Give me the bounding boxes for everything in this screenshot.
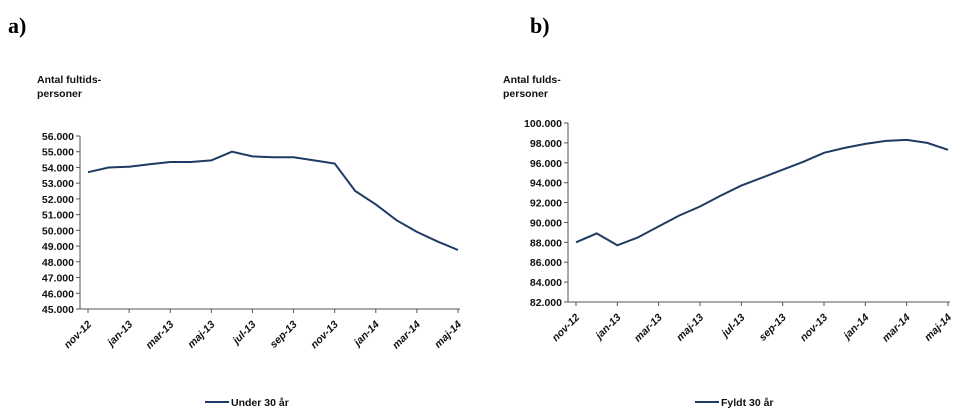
panel-a-y-tick-label: 47.000 — [42, 273, 74, 285]
panel-a-x-tick-label: maj-13 — [185, 319, 217, 351]
panel-a-y-tick-label: 51.000 — [42, 210, 74, 222]
panel-a-x-tick-label: nov-13 — [308, 319, 341, 352]
panel-b-x-tick-label: nov-12 — [550, 312, 583, 345]
panel-b-x-ticks: nov-12 jan-13 mar-13 maj-13 jul-13 sep-13 nov-… — [550, 302, 954, 345]
panel-b-y-tick-label: 94.000 — [530, 178, 562, 190]
panel-b-x-tick-label: sep-13 — [757, 312, 789, 344]
panel-b-y-tick-label: 86.000 — [530, 257, 562, 269]
panel-b-y-tick-label: 82.000 — [530, 297, 562, 309]
panel-b-y-tick-label: 96.000 — [530, 158, 562, 170]
panel-a-ylabel-line2: personer — [37, 88, 82, 100]
panel-a-x-tick-label: nov-12 — [62, 319, 95, 352]
panel-b-x-tick-label: maj-13 — [674, 312, 706, 344]
panel-b-x-tick-label: mar-14 — [880, 312, 913, 345]
panel-a-y-tick-label: 46.000 — [42, 288, 74, 300]
panel-a-y-tick-label: 49.000 — [42, 241, 74, 253]
panel-a-x-tick-label: maj-14 — [432, 319, 464, 351]
panel-a-y-tick-label: 54.000 — [42, 162, 74, 174]
panel-a-label: a) — [8, 13, 26, 38]
panel-a-x-tick-label: jul-13 — [229, 319, 258, 348]
panel-a-x-tick-label: mar-14 — [390, 319, 423, 352]
panel-a: a) Antal fultids- personer 45.00046.0004… — [8, 13, 464, 409]
panel-b-x-tick-label: maj-14 — [922, 312, 954, 344]
panel-a-y-tick-label: 45.000 — [42, 304, 74, 316]
panel-a-x-tick-label: jan-13 — [104, 319, 135, 350]
panel-a-x-tick-label: sep-13 — [268, 319, 300, 351]
panel-b-x-tick-label: jan-13 — [592, 312, 623, 343]
panel-b-series-line — [575, 138, 949, 247]
panel-b-x-tick-label: mar-13 — [632, 312, 665, 345]
panel-b-ylabel-line1: Antal fulds- — [503, 74, 561, 86]
panel-b-x-tick-label: jan-14 — [840, 312, 871, 343]
panel-b-y-tick-label: 92.000 — [530, 198, 562, 210]
panel-a-y-tick-label: 48.000 — [42, 257, 74, 269]
panel-b-y-tick-label: 84.000 — [530, 277, 562, 289]
panel-a-y-ticks: 45.000 46.000 47.000 48.000 49.000 50.000 51.0… — [42, 131, 80, 316]
panel-a-x-ticks: nov-12 jan-13 mar-13 maj-13 jul-13 sep-13 nov-… — [62, 309, 464, 352]
panel-b-y-tick-label: 88.000 — [530, 237, 562, 249]
panel-a-y-tick-label: 50.000 — [42, 225, 74, 237]
panel-b-x-tick-label: jul-13 — [718, 312, 747, 341]
panel-b-ylabel-line2: personer — [503, 88, 548, 100]
panel-b-y-tick-label: 90.000 — [530, 217, 562, 229]
panel-a-legend-label: Under 30 år — [231, 397, 289, 409]
panel-a-y-tick-label: 52.000 — [42, 194, 74, 206]
panel-a-series-line — [87, 150, 459, 251]
panel-a-y-tick-label: 56.000 — [42, 131, 74, 143]
panel-b-legend-label: Fyldt 30 år — [721, 397, 774, 409]
panel-b-x-tick-label: nov-13 — [798, 312, 831, 345]
panel-b-y-ticks: 82.000 84.000 86.000 88.000 90.000 92.000 94.0… — [524, 118, 568, 309]
panel-b: b) Antal fulds- personer 82.000 84.000 86.… — [503, 13, 954, 409]
panel-b-y-tick-label: 100.000 — [524, 118, 562, 130]
panel-a-x-tick-label: mar-13 — [143, 319, 176, 352]
panel-b-y-tick-label: 98.000 — [530, 138, 562, 150]
panel-a-ylabel-line1: Antal fultids- — [37, 74, 102, 86]
panel-a-x-tick-label: jan-14 — [351, 319, 382, 350]
panel-b-label: b) — [530, 13, 550, 38]
panel-a-y-tick-label: 55.000 — [42, 147, 74, 159]
panel-a-y-tick-label: 53.000 — [42, 178, 74, 190]
